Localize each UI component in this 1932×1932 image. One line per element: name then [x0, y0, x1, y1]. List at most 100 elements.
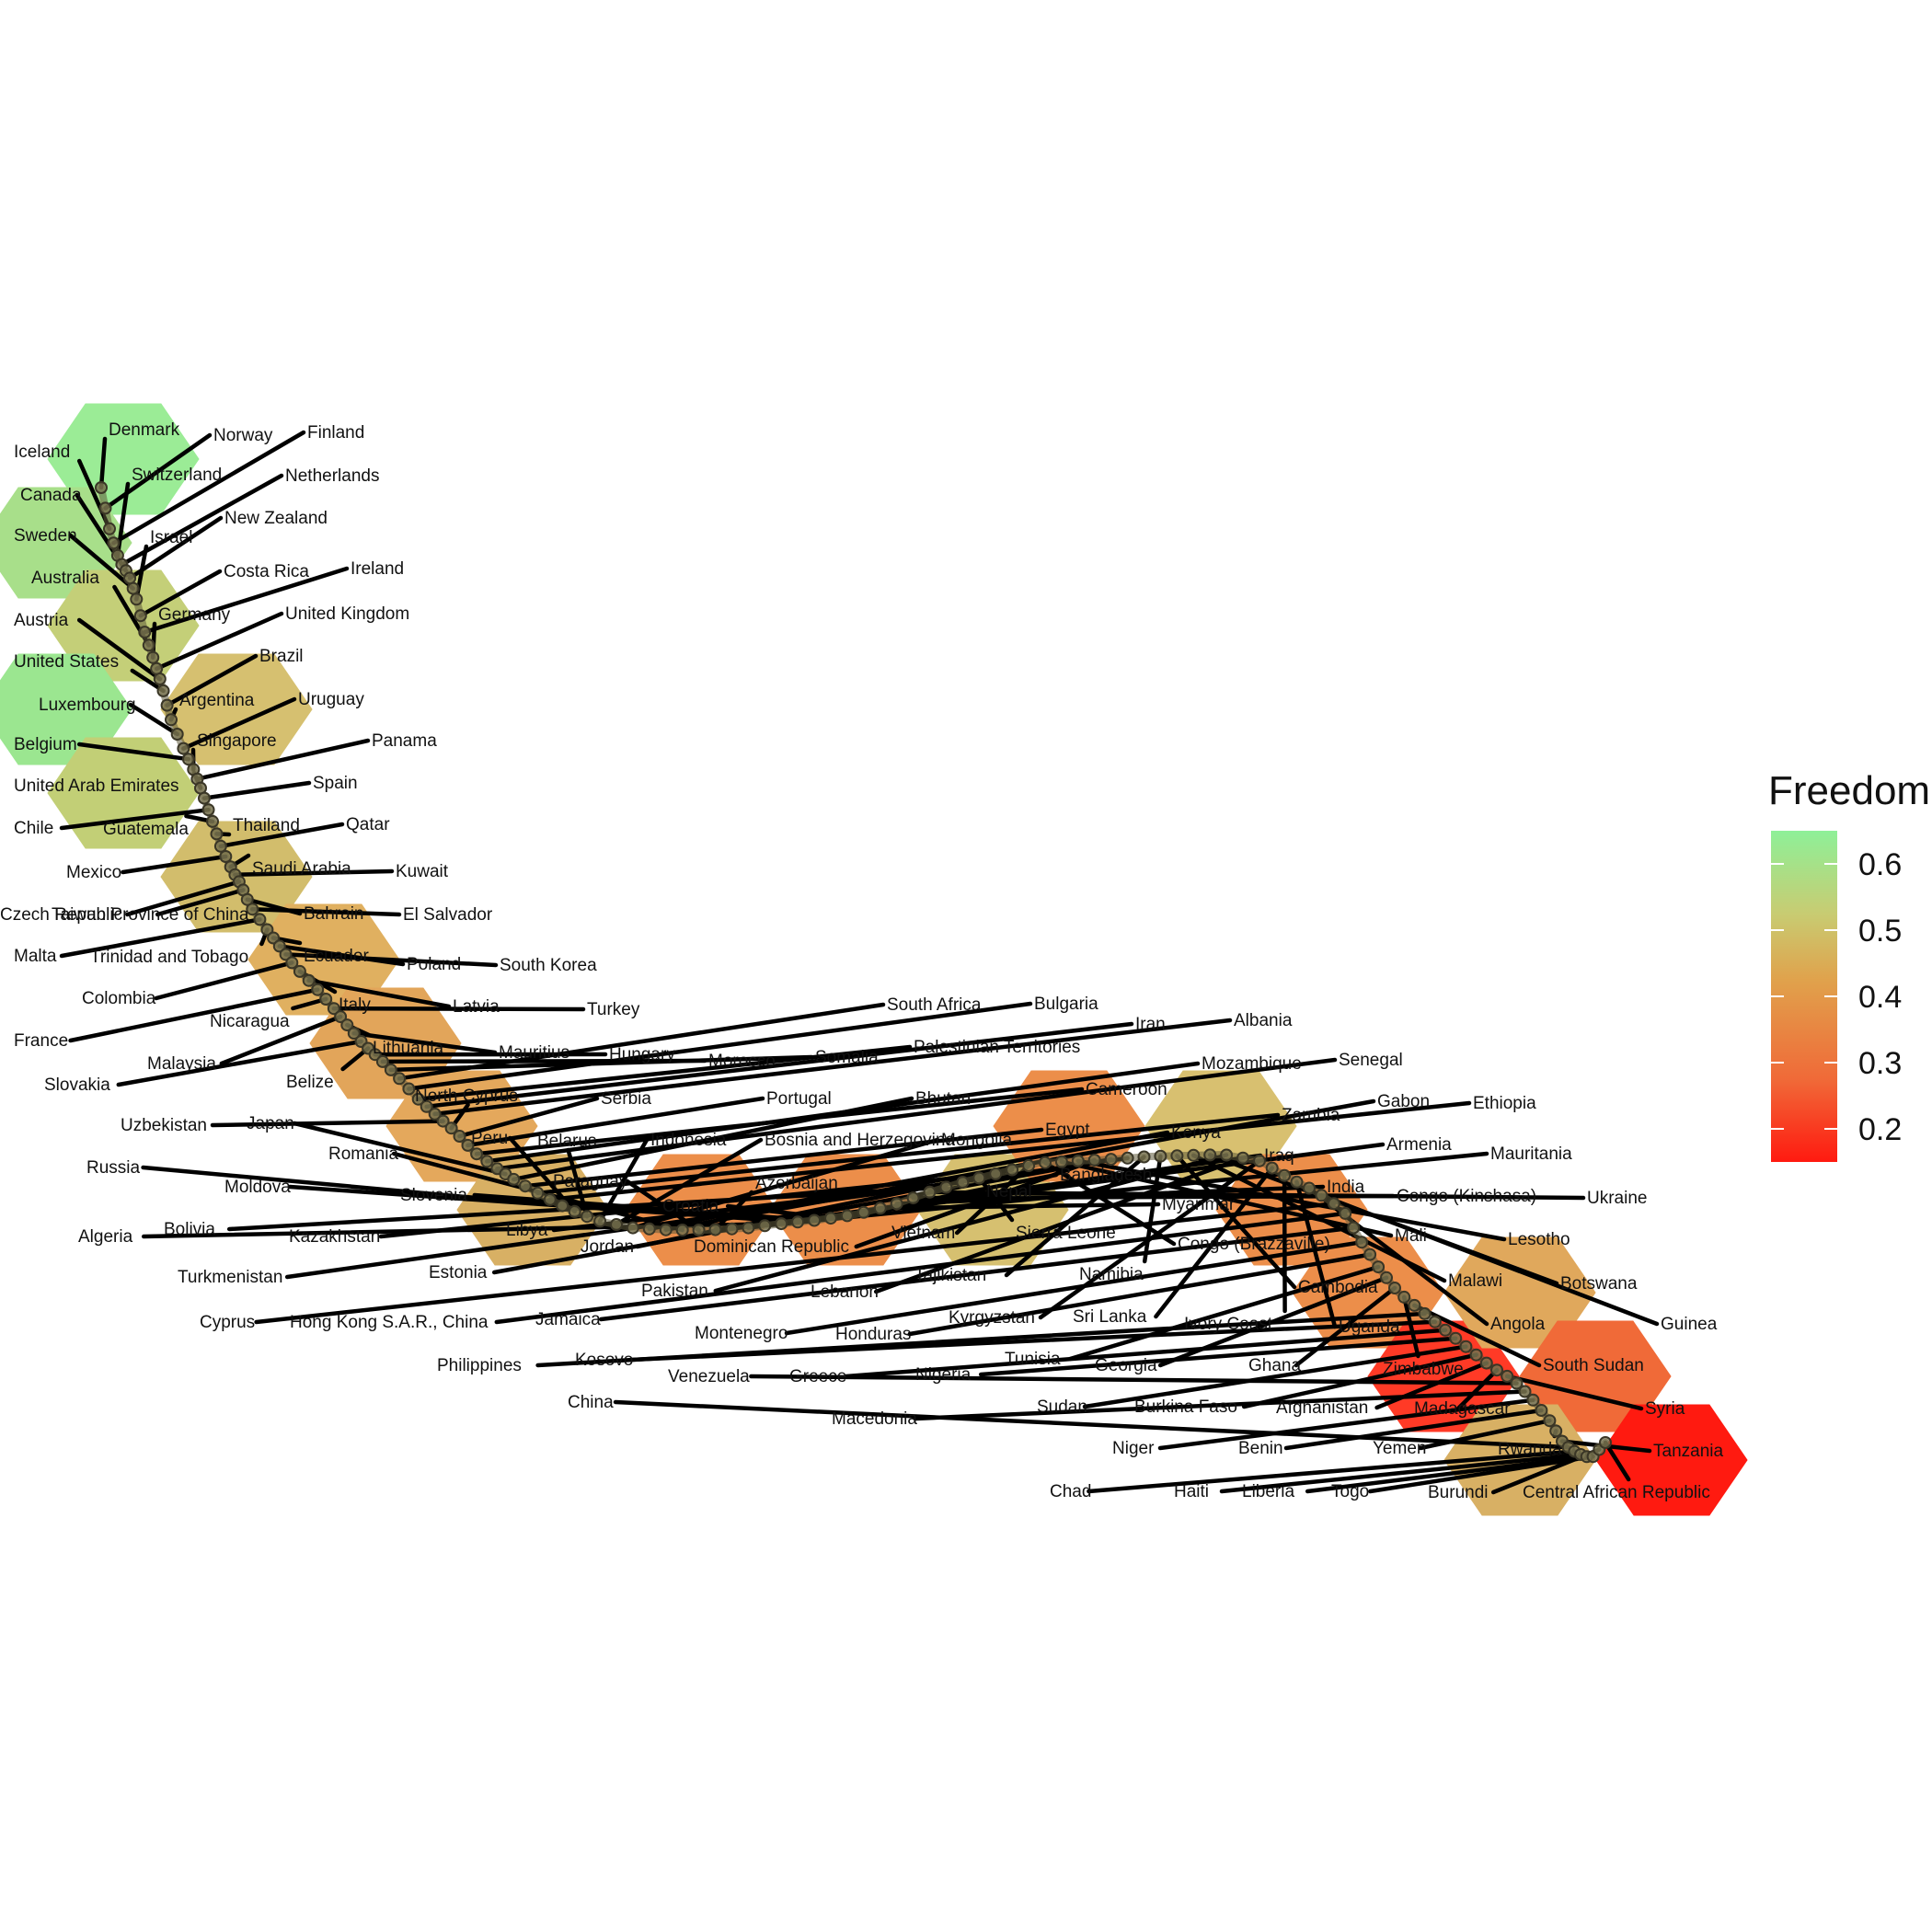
country-point: [126, 581, 140, 595]
country-label: Bangladesh: [1060, 1166, 1152, 1185]
leader-line: [250, 906, 402, 917]
country-label: Ecuador: [304, 947, 369, 966]
country-label: Jamaica: [535, 1310, 601, 1329]
leader-line: [907, 1252, 1373, 1337]
country-label: Malaysia: [147, 1054, 216, 1074]
country-label: Netherlands: [285, 466, 379, 486]
country-point: [791, 1215, 805, 1229]
country-point: [160, 698, 174, 712]
country-label: North Cyprus: [415, 1087, 518, 1106]
country-label: Iran: [1135, 1015, 1166, 1034]
leader-line: [512, 1096, 914, 1182]
leader-line: [1059, 1159, 1394, 1238]
country-label: Slovenia: [400, 1186, 467, 1205]
country-point: [543, 1192, 557, 1206]
leader-line: [76, 742, 191, 762]
country-label: Brazil: [259, 647, 304, 666]
leader-line: [283, 952, 499, 968]
country-label: Zimbabwe: [1383, 1360, 1464, 1379]
country-label: Tajikistan: [914, 1266, 986, 1285]
country-label: Senegal: [1339, 1051, 1403, 1070]
country-point: [393, 1072, 407, 1086]
country-point: [436, 1114, 450, 1128]
country-label: Burkina Faso: [1134, 1397, 1237, 1417]
country-point: [1265, 1161, 1279, 1175]
leader-line: [59, 917, 262, 959]
country-label: Moldova: [224, 1178, 291, 1197]
country-label: Sri Lanka: [1073, 1307, 1147, 1327]
leader-line: [1603, 1440, 1631, 1482]
country-label: Kazakhstan: [289, 1227, 380, 1247]
country-point: [1104, 1153, 1118, 1167]
country-point: [311, 983, 325, 996]
country-point: [240, 892, 254, 906]
country-label: Venezuela: [668, 1367, 750, 1386]
country-point: [201, 803, 215, 817]
country-label: Hong Kong S.A.R., China: [290, 1313, 489, 1332]
country-point: [626, 1221, 639, 1235]
country-label: Czech Republic: [0, 905, 122, 925]
country-label: Singapore: [197, 731, 277, 751]
country-point: [824, 1212, 837, 1225]
country-label: Armenia: [1386, 1135, 1452, 1155]
country-point: [103, 522, 116, 535]
country-point: [1327, 1197, 1340, 1211]
country-point: [1543, 1414, 1557, 1428]
country-point: [1187, 1148, 1201, 1162]
country-point: [170, 728, 184, 741]
hex-tile: [0, 653, 132, 765]
country-label: Mozambique: [1202, 1054, 1302, 1074]
country-label: Italy: [339, 995, 371, 1015]
leader-line: [378, 1171, 998, 1239]
country-point: [593, 1214, 607, 1228]
country-point: [956, 1176, 970, 1190]
country-label: Dominican Republic: [694, 1237, 849, 1257]
leader-line: [613, 1399, 1570, 1450]
leader-line: [978, 1336, 1458, 1377]
country-point: [411, 1092, 425, 1106]
leader-line: [491, 1156, 1113, 1275]
country-label: Sweden: [14, 526, 77, 546]
leader-line: [195, 738, 371, 781]
leader-line: [226, 1185, 949, 1232]
country-point: [1535, 1404, 1548, 1417]
country-point: [206, 814, 219, 828]
leader-line: [1401, 1294, 1420, 1359]
country-label: Vietnam: [891, 1224, 955, 1243]
country-point: [1071, 1154, 1085, 1167]
country-point: [444, 1121, 458, 1135]
country-label: Egypt: [1045, 1121, 1090, 1140]
country-label: Namibia: [1079, 1265, 1144, 1284]
leader-line: [1175, 1154, 1297, 1290]
country-point: [165, 713, 178, 727]
country-label: Malawi: [1448, 1271, 1502, 1291]
country-point: [384, 1063, 397, 1076]
country-point: [675, 1224, 689, 1236]
legend-tick-label: 0.4: [1858, 980, 1902, 1015]
legend-tick-label: 0.5: [1858, 914, 1902, 949]
country-point: [518, 1179, 532, 1193]
country-label: Serbia: [601, 1089, 651, 1109]
country-label: Cyprus: [200, 1313, 255, 1332]
country-label: Azerbaijan: [755, 1174, 838, 1193]
country-point: [402, 1082, 416, 1096]
country-point: [253, 913, 267, 926]
country-label: Australia: [31, 569, 99, 588]
country-label: Iceland: [14, 443, 70, 462]
leader-line: [598, 1225, 1356, 1322]
leader-line: [127, 515, 224, 581]
country-point: [890, 1197, 903, 1211]
country-label: Slovakia: [44, 1075, 110, 1095]
country-point: [1137, 1150, 1151, 1164]
country-label: Iraq: [1264, 1146, 1294, 1166]
country-point: [213, 839, 227, 853]
country-label: Palestinian Territories: [914, 1038, 1080, 1057]
leader-line: [1319, 1193, 1660, 1327]
country-point: [150, 661, 164, 675]
country-label: Finland: [307, 423, 364, 443]
leader-line: [154, 611, 284, 672]
leader-line: [1087, 1449, 1577, 1494]
country-label: Kenya: [1171, 1123, 1221, 1143]
country-label: Guinea: [1661, 1315, 1718, 1334]
leader-line: [457, 1096, 600, 1139]
